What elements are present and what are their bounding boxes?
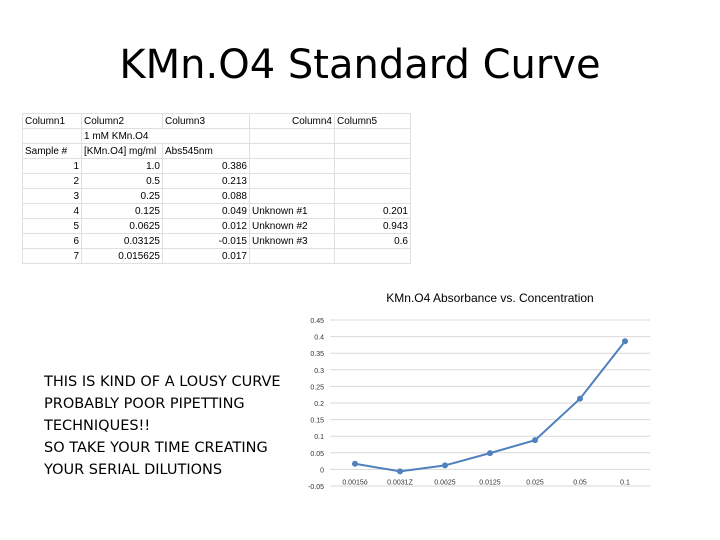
y-tick-label: 0.05 — [310, 451, 324, 458]
header-column2[interactable]: Column2 — [81, 113, 163, 129]
data-point — [622, 338, 628, 345]
conc-label[interactable]: [KMn.O4] mg/ml — [81, 143, 163, 159]
table-cell-unknown-abs[interactable] — [334, 188, 411, 204]
table-cell-unknown[interactable]: Unknown #3 — [249, 233, 335, 249]
table-cell-sample[interactable]: 5 — [22, 218, 82, 234]
table-label-row: Sample # [KMn.O4] mg/ml Abs545nm — [22, 143, 411, 159]
table-cell-unknown-abs[interactable]: 0.201 — [334, 203, 411, 219]
note-line: SO TAKE YOUR TIME CREATING — [44, 440, 268, 456]
table-row: 1 1.0 0.386 — [22, 158, 411, 174]
table-header-row: Column1 Column2 Column3 Column4 Column5 — [22, 113, 411, 129]
y-tick-label: 0.15 — [310, 418, 324, 425]
table-cell[interactable] — [334, 143, 411, 159]
subheader-stock[interactable]: 1 mM KMn.O4 — [81, 128, 250, 144]
table-cell[interactable] — [334, 128, 411, 144]
header-column5[interactable]: Column5 — [334, 113, 411, 129]
x-tick-label: 0.1 — [620, 479, 630, 486]
table-cell-unknown[interactable] — [249, 188, 335, 204]
table-cell-abs[interactable]: 0.386 — [162, 158, 250, 174]
table-cell[interactable] — [249, 128, 335, 144]
table-cell-sample[interactable]: 7 — [22, 248, 82, 264]
table-cell-sample[interactable]: 2 — [22, 173, 82, 189]
x-tick-label: 0.0125 — [479, 479, 501, 486]
table-row: 5 0.0625 0.012 Unknown #2 0.943 — [22, 218, 411, 234]
table-cell-abs[interactable]: 0.049 — [162, 203, 250, 219]
x-tick-label: 0.0015ó — [342, 479, 367, 486]
table-cell-unknown-abs[interactable] — [334, 173, 411, 189]
header-column4[interactable]: Column4 — [249, 113, 335, 129]
slide-title: KMn.O4 Standard Curve — [119, 42, 601, 88]
header-column1[interactable]: Column1 — [22, 113, 82, 129]
table-cell-unknown[interactable]: Unknown #2 — [249, 218, 335, 234]
y-tick-label: 0.25 — [310, 384, 324, 391]
table-cell-conc[interactable]: 0.015625 — [81, 248, 163, 264]
data-point — [397, 468, 403, 475]
table-cell-unknown-abs[interactable]: 0.943 — [334, 218, 411, 234]
y-tick-label: 0.45 — [310, 318, 324, 325]
table-cell-conc[interactable]: 0.5 — [81, 173, 163, 189]
x-tick-label: 0.05 — [573, 479, 587, 486]
table-row: 2 0.5 0.213 — [22, 173, 411, 189]
note-line: PROBABLY POOR PIPETTING — [44, 396, 245, 412]
y-tick-label: -0.05 — [308, 484, 324, 491]
table-cell[interactable] — [22, 128, 82, 144]
x-tick-label: 0.0031Z — [387, 479, 413, 486]
sample-label[interactable]: Sample # — [22, 143, 82, 159]
data-table: Column1 Column2 Column3 Column4 Column5 … — [22, 113, 411, 264]
table-cell-abs[interactable]: 0.017 — [162, 248, 250, 264]
table-cell-unknown-abs[interactable] — [334, 158, 411, 174]
note-line: YOUR SERIAL DILUTIONS — [44, 462, 223, 478]
table-cell-unknown[interactable]: Unknown #1 — [249, 203, 335, 219]
table-cell-unknown[interactable] — [249, 173, 335, 189]
x-tick-label: 0.0ó25 — [434, 479, 456, 486]
y-tick-label: 0.3 — [314, 368, 324, 375]
table-cell-abs[interactable]: 0.213 — [162, 173, 250, 189]
y-tick-label: 0.4 — [314, 335, 324, 342]
table-row: 6 0.03125 -0.015 Unknown #3 0.6 — [22, 233, 411, 249]
table-cell-conc[interactable]: 0.125 — [81, 203, 163, 219]
table-cell-unknown-abs[interactable]: 0.6 — [334, 233, 411, 249]
header-column3[interactable]: Column3 — [162, 113, 250, 129]
data-point — [487, 450, 493, 457]
y-tick-label: 0.2 — [314, 401, 324, 408]
note-line: THIS IS KIND OF A LOUSY CURVE — [44, 374, 281, 390]
table-row: 7 0.015625 0.017 — [22, 248, 411, 264]
table-cell-sample[interactable]: 6 — [22, 233, 82, 249]
table-cell-abs[interactable]: -0.015 — [162, 233, 250, 249]
note-line: TECHNIQUES!! — [44, 418, 151, 434]
table-subheader-row: 1 mM KMn.O4 — [22, 128, 411, 144]
x-tick-label: 0.025 — [526, 479, 544, 486]
abs-label[interactable]: Abs545nm — [162, 143, 250, 159]
table-cell-conc[interactable]: 0.0625 — [81, 218, 163, 234]
table-cell-unknown[interactable] — [249, 158, 335, 174]
pipetting-note: THIS IS KIND OF A LOUSY CURVE PROBABLY P… — [44, 371, 294, 481]
table-cell-conc[interactable]: 0.03125 — [81, 233, 163, 249]
table-cell-conc[interactable]: 0.25 — [81, 188, 163, 204]
data-point — [352, 460, 358, 467]
y-tick-label: 0 — [320, 467, 324, 474]
table-cell-sample[interactable]: 4 — [22, 203, 82, 219]
table-row: 3 0.25 0.088 — [22, 188, 411, 204]
table-cell-conc[interactable]: 1.0 — [81, 158, 163, 174]
data-point — [442, 462, 448, 469]
table-cell-sample[interactable]: 1 — [22, 158, 82, 174]
table-cell-abs[interactable]: 0.012 — [162, 218, 250, 234]
absorbance-chart: KMn.O4 Absorbance vs. Concentration 0.45 0… — [308, 291, 650, 491]
table-cell[interactable] — [249, 143, 335, 159]
table-row: 4 0.125 0.049 Unknown #1 0.201 — [22, 203, 411, 219]
y-tick-label: 0.1 — [314, 434, 324, 441]
table-cell-abs[interactable]: 0.088 — [162, 188, 250, 204]
data-point — [577, 395, 583, 402]
table-cell-sample[interactable]: 3 — [22, 188, 82, 204]
table-cell-unknown-abs[interactable] — [334, 248, 411, 264]
y-tick-label: 0.35 — [310, 351, 324, 358]
table-cell-unknown[interactable] — [249, 248, 335, 264]
chart-title: KMn.O4 Absorbance vs. Concentration — [386, 291, 593, 305]
data-point — [532, 437, 538, 444]
